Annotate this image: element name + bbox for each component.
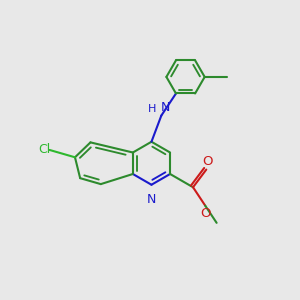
Text: N: N — [161, 101, 170, 114]
Text: H: H — [148, 104, 156, 114]
Text: Cl: Cl — [38, 143, 50, 156]
Text: O: O — [202, 155, 213, 168]
Text: N: N — [147, 193, 156, 206]
Text: O: O — [200, 207, 211, 220]
